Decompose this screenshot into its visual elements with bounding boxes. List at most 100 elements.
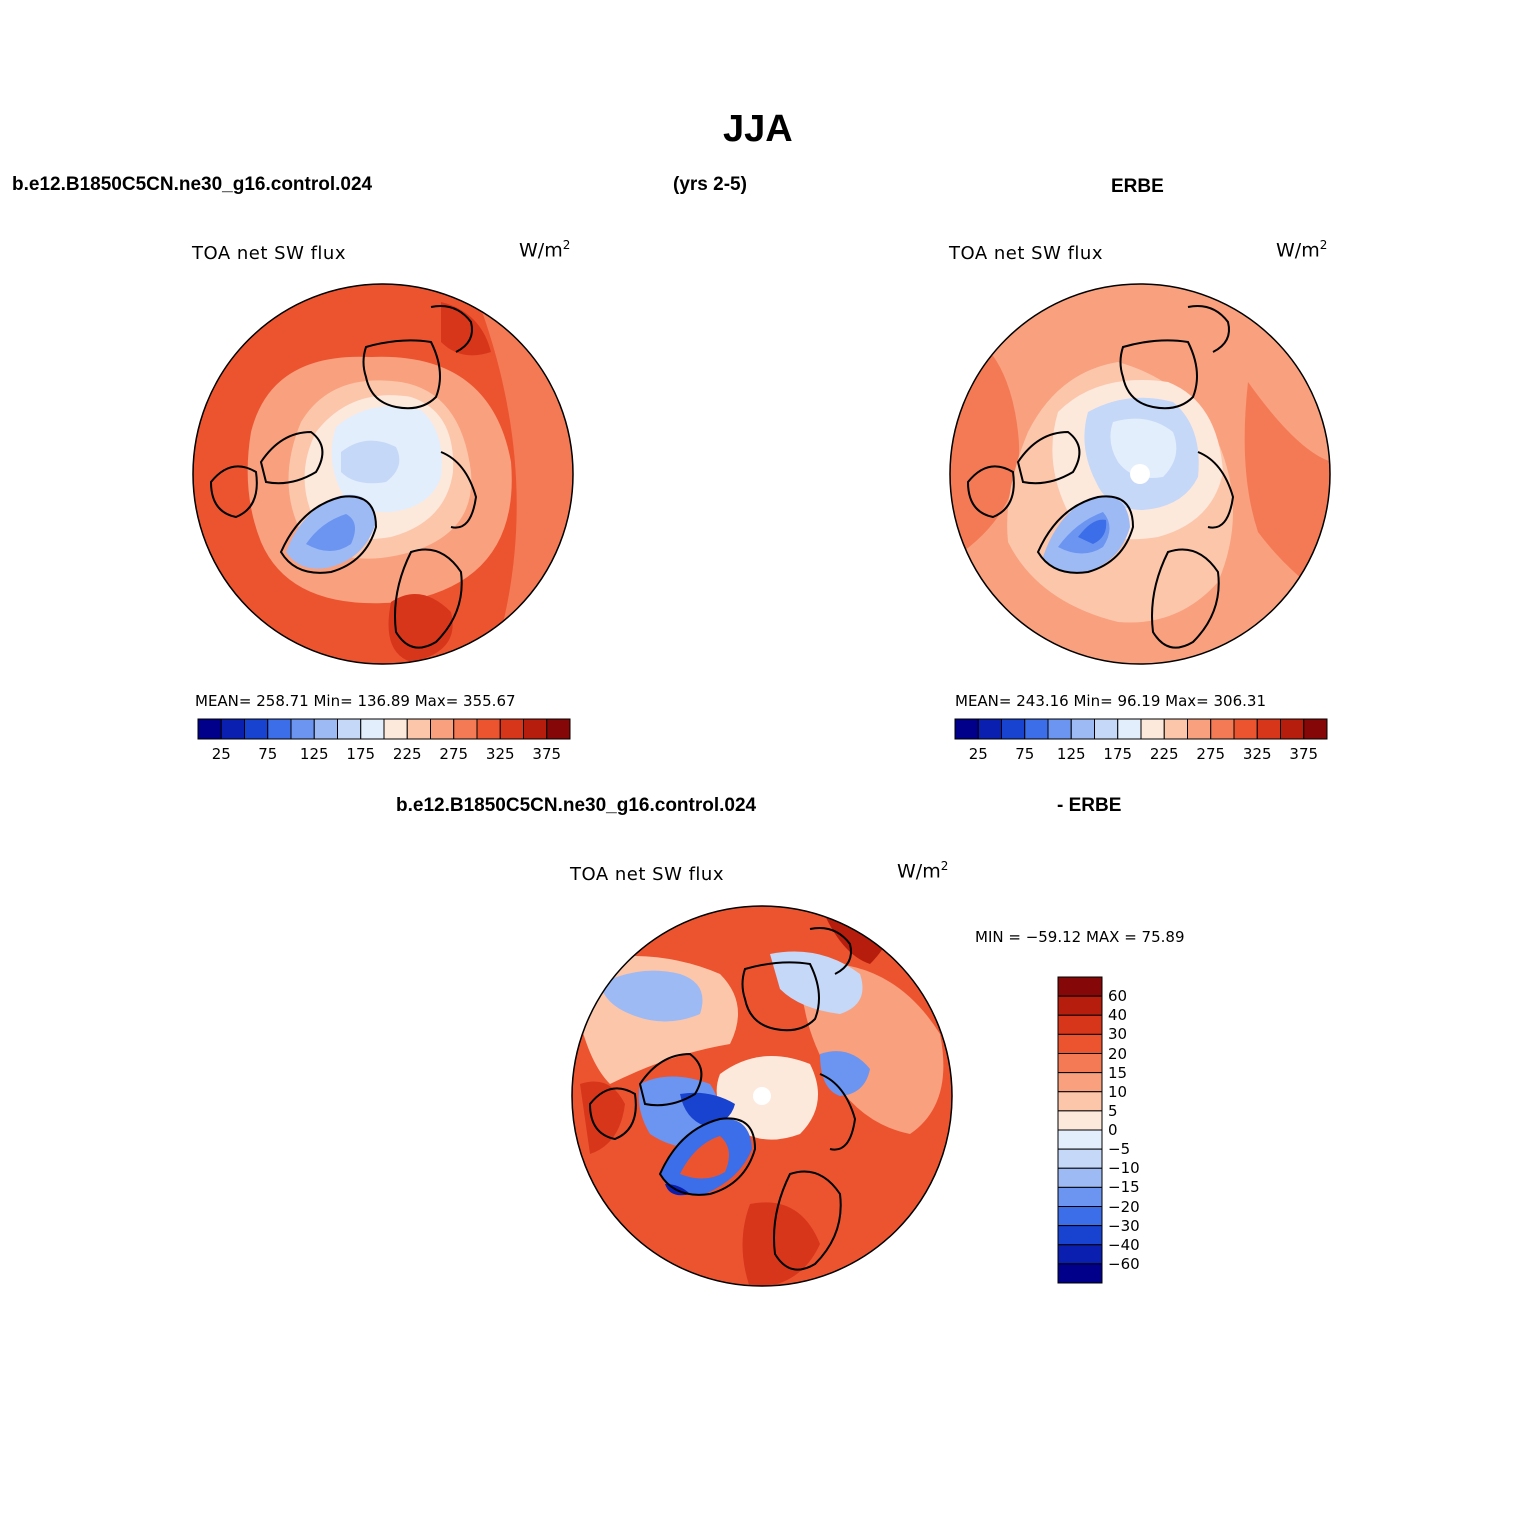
obs-units-base: W/m [1276, 239, 1320, 262]
obs-colorbar-swatch [1187, 718, 1212, 740]
obs-stats: MEAN= 243.16 Min= 96.19 Max= 306.31 [955, 692, 1266, 710]
diff-colorbar-swatch [1057, 1033, 1103, 1054]
diff-units-exp: 2 [940, 859, 949, 873]
diff-colorbar-tick-label: 20 [1108, 1044, 1128, 1063]
model-field-ice-core [341, 440, 400, 484]
obs-units: W/m2 [1276, 238, 1327, 261]
obs-colorbar [954, 718, 1328, 740]
diff-header-right: - ERBE [1057, 795, 1122, 816]
model-field-dark-patch [388, 594, 453, 662]
obs-colorbar-swatch [1140, 718, 1165, 740]
obs-colorbar-swatch [1303, 718, 1328, 740]
model-colorbar-swatch [453, 718, 478, 740]
model-colorbar-swatch [546, 718, 571, 740]
diff-colorbar-tick-label: −30 [1108, 1216, 1140, 1235]
diff-field-right-negative [820, 1051, 870, 1096]
obs-colorbar-swatch [954, 718, 979, 740]
model-stats: MEAN= 258.71 Min= 136.89 Max= 355.67 [195, 692, 516, 710]
model-units: W/m2 [519, 238, 570, 261]
diff-colorbar-tick-label: −5 [1108, 1140, 1131, 1159]
model-field-greenland-core [306, 514, 355, 551]
diff-colorbar-swatch [1057, 1206, 1103, 1227]
diff-colorbar [1057, 976, 1103, 1284]
diff-colorbar-tick-label: −20 [1108, 1197, 1140, 1216]
model-colorbar-swatch [313, 718, 338, 740]
model-units-exp: 2 [562, 238, 571, 252]
diff-colorbar-tick-label: −10 [1108, 1159, 1140, 1178]
model-units-base: W/m [519, 239, 563, 262]
diff-polar-map [571, 905, 953, 1287]
diff-field-canada-strong [680, 1092, 735, 1126]
model-colorbar-swatch [430, 718, 455, 740]
diff-colorbar-swatch [1057, 976, 1103, 997]
diff-colorbar-tick-label: −60 [1108, 1254, 1140, 1273]
obs-colorbar-tick-label: 375 [1289, 745, 1319, 763]
diff-stats: MIN = −59.12 MAX = 75.89 [975, 928, 1185, 946]
model-colorbar-tick-label: 275 [439, 745, 469, 763]
diff-colorbar-swatch [1057, 995, 1103, 1016]
obs-colorbar-swatch [1280, 718, 1305, 740]
model-colorbar-swatch [337, 718, 362, 740]
diff-field-greenland-positive-core [680, 1136, 729, 1179]
model-colorbar-swatch [197, 718, 222, 740]
obs-colorbar-swatch [1117, 718, 1142, 740]
diff-colorbar-tick-label: 60 [1108, 987, 1128, 1006]
obs-colorbar-tick-label: 225 [1149, 745, 1179, 763]
obs-colorbar-swatch [1233, 718, 1258, 740]
model-colorbar-tick-label: 175 [346, 745, 376, 763]
obs-units-exp: 2 [1319, 238, 1328, 252]
diff-colorbar-swatch [1057, 1263, 1103, 1284]
obs-colorbar-swatch [1047, 718, 1072, 740]
model-colorbar-swatch [360, 718, 385, 740]
model-field-dark-patch-2 [441, 302, 491, 356]
diff-colorbar-swatch [1057, 1091, 1103, 1112]
obs-colorbar-tick-label: 275 [1196, 745, 1226, 763]
obs-colorbar-swatch [1163, 718, 1188, 740]
obs-colorbar-swatch [1024, 718, 1049, 740]
diff-colorbar-tick-label: 5 [1108, 1101, 1118, 1120]
diff-colorbar-tick-label: 30 [1108, 1025, 1128, 1044]
model-colorbar-swatch [383, 718, 408, 740]
diff-field-dark-left [580, 1081, 625, 1154]
diff-colorbar-swatch [1057, 1167, 1103, 1188]
obs-map-border [949, 283, 1331, 665]
diff-colorbar-tick-label: −15 [1108, 1178, 1140, 1197]
diff-field-left-negative [600, 970, 703, 1022]
obs-colorbar-swatch [1070, 718, 1095, 740]
obs-colorbar-swatch [1094, 718, 1119, 740]
diff-field-pole-hole [753, 1087, 771, 1105]
obs-colorbar-swatch [1256, 718, 1281, 740]
obs-field-right-orange [1244, 382, 1330, 602]
center-header: (yrs 2-5) [673, 174, 747, 195]
diff-colorbar-tick-label: 10 [1108, 1082, 1128, 1101]
obs-coastlines [966, 305, 1235, 649]
model-map-border [192, 283, 574, 665]
diff-coastlines [588, 927, 857, 1271]
model-colorbar-swatch [220, 718, 245, 740]
obs-field-pole-hole [1130, 464, 1150, 484]
diff-colorbar-swatch [1057, 1072, 1103, 1093]
obs-colorbar-tick-label: 25 [968, 745, 988, 763]
model-panel-label: TOA net SW flux [192, 243, 346, 264]
diff-units: W/m2 [897, 859, 948, 882]
obs-colorbar-swatch [977, 718, 1002, 740]
obs-colorbar-tick-label: 75 [1015, 745, 1035, 763]
model-polar-map [192, 283, 574, 665]
model-colorbar [197, 718, 571, 740]
model-colorbar-swatch [244, 718, 269, 740]
model-colorbar-swatch [523, 718, 548, 740]
diff-colorbar-swatch [1057, 1244, 1103, 1265]
right-header: ERBE [1111, 176, 1164, 197]
obs-colorbar-swatch [1210, 718, 1235, 740]
obs-colorbar-tick-label: 175 [1103, 745, 1133, 763]
diff-colorbar-swatch [1057, 1014, 1103, 1035]
model-colorbar-ticks: 25 75 125 175 225 275 325 375 [198, 745, 570, 765]
model-colorbar-swatch [290, 718, 315, 740]
diff-header-left: b.e12.B1850C5CN.ne30_g16.control.024 [396, 795, 757, 816]
model-coastlines [209, 305, 478, 649]
model-colorbar-tick-label: 375 [532, 745, 562, 763]
model-colorbar-tick-label: 325 [485, 745, 515, 763]
diff-colorbar-swatch [1057, 1225, 1103, 1246]
diff-colorbar-swatch [1057, 1148, 1103, 1169]
model-colorbar-swatch [499, 718, 524, 740]
